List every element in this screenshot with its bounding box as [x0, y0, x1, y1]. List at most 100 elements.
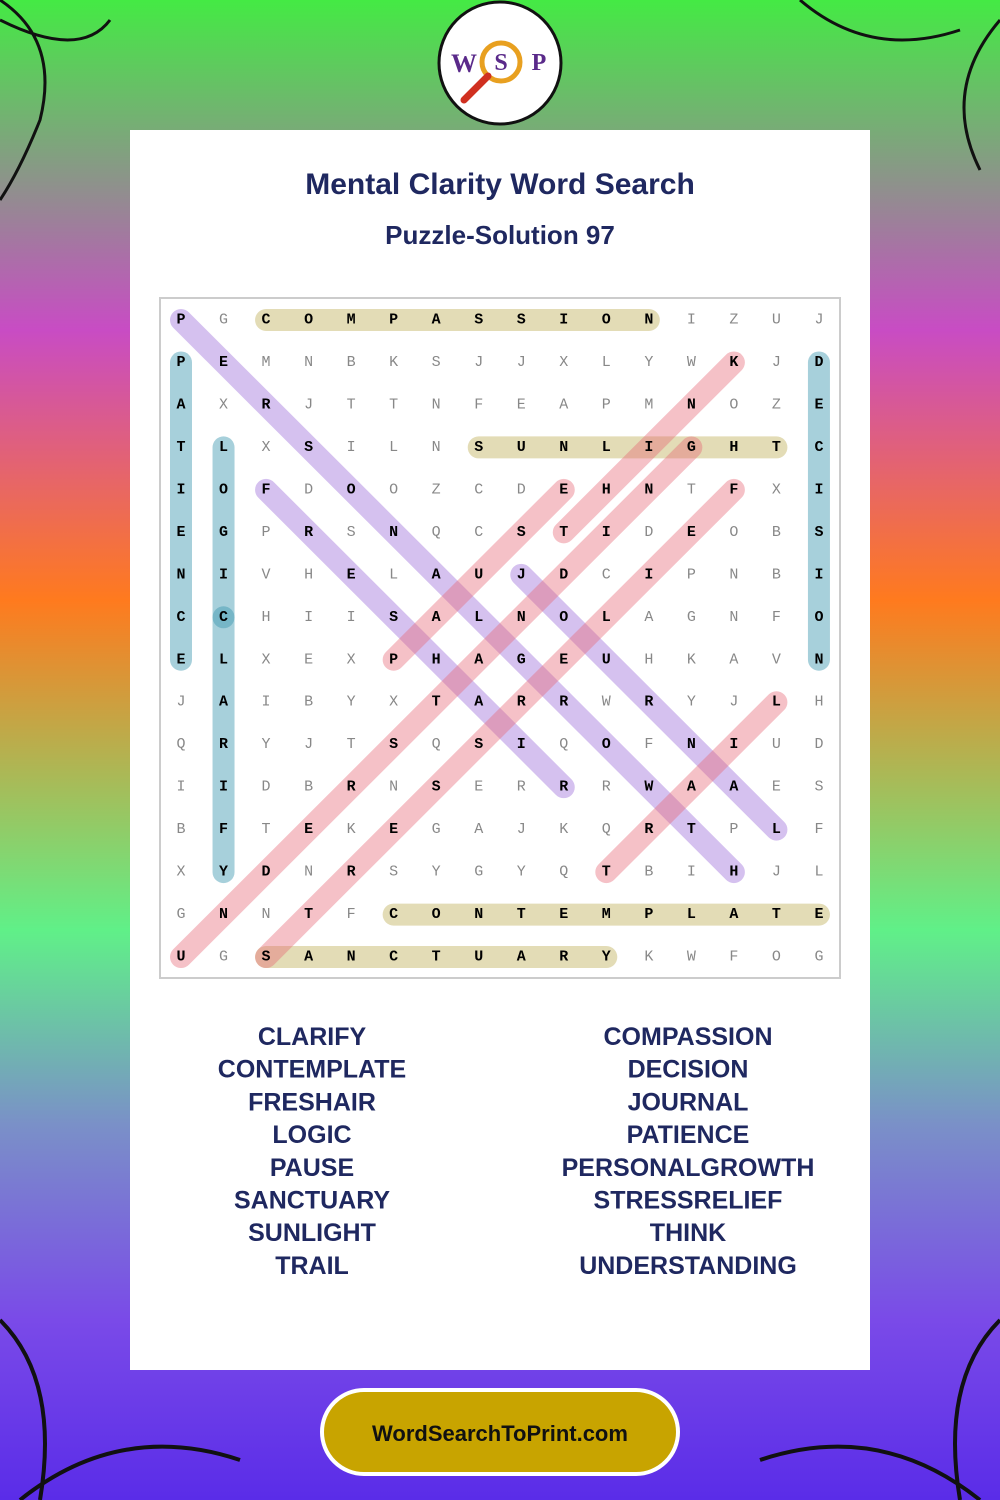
grid-letter: Y [687, 694, 696, 711]
grid-letter: E [347, 566, 356, 583]
grid-letter: W [644, 779, 653, 796]
grid-letter: Q [176, 736, 185, 753]
grid-letter: A [517, 949, 526, 966]
grid-letter: I [517, 736, 526, 753]
grid-letter: O [432, 906, 441, 923]
grid-letter: I [687, 312, 696, 329]
grid-letter: A [474, 694, 483, 711]
grid-letter: F [729, 949, 738, 966]
grid-letter: K [729, 354, 738, 371]
solution-highlight [170, 309, 745, 884]
grid-letter: Y [432, 864, 441, 881]
grid-letter: A [474, 821, 483, 838]
footer-button[interactable] [320, 1388, 680, 1476]
grid-letter: Z [772, 396, 781, 413]
subtitle: Puzzle-Solution 97 [385, 220, 615, 250]
word: CONTEMPLATE [218, 1056, 406, 1084]
grid-letter: O [389, 481, 398, 498]
footer-link[interactable]: WordSearchToPrint.com [372, 1421, 628, 1446]
grid-letter: D [814, 354, 823, 371]
grid-letter: R [517, 779, 526, 796]
grid-letter: F [814, 821, 823, 838]
grid-letter: I [644, 439, 653, 456]
grid-letter: B [772, 524, 781, 541]
grid-letter: I [176, 481, 185, 498]
grid-letter: F [772, 609, 781, 626]
grid-letter: O [729, 396, 738, 413]
grid-letter: D [814, 736, 823, 753]
solution-highlight [255, 478, 745, 969]
grid-letter: L [219, 439, 228, 456]
grid-letter: R [559, 779, 568, 796]
grid-letter: A [729, 906, 738, 923]
grid-letter: A [432, 312, 441, 329]
grid-letter: Y [262, 736, 271, 753]
grid-letter: R [219, 736, 228, 753]
grid-letter: I [559, 312, 568, 329]
grid-letter: T [772, 906, 781, 923]
grid-letter: A [176, 396, 185, 413]
word: PATIENCE [627, 1121, 750, 1149]
grid-letter: K [644, 949, 653, 966]
grid-letter: G [687, 439, 696, 456]
grid-letter: H [814, 694, 823, 711]
grid-letter: A [644, 609, 653, 626]
grid-letter: U [772, 312, 781, 329]
grid-letter: M [262, 354, 271, 371]
grid-letter: L [772, 821, 781, 838]
grid-letter: N [432, 439, 441, 456]
grid-letter: U [602, 651, 611, 668]
grid-letter: N [517, 609, 526, 626]
grid-letter: K [389, 354, 398, 371]
grid-letter: I [262, 694, 271, 711]
grid-letter: N [814, 651, 823, 668]
grid-letter: O [559, 609, 568, 626]
grid-letter: A [219, 694, 228, 711]
grid-letter: T [347, 736, 356, 753]
word: PAUSE [270, 1154, 354, 1182]
grid-letter: P [176, 354, 185, 371]
grid-letter: Q [432, 524, 441, 541]
grid-letter: H [304, 566, 313, 583]
grid-letter: X [559, 354, 568, 371]
grid-letter: I [644, 566, 653, 583]
grid-letter: G [517, 651, 526, 668]
grid-letter: R [304, 524, 313, 541]
grid-letter: X [176, 864, 185, 881]
grid-letter: L [687, 906, 696, 923]
grid-letter: X [219, 396, 228, 413]
grid-letter: E [389, 821, 398, 838]
panel [130, 130, 870, 1370]
grid-letter: I [687, 864, 696, 881]
grid-letter: R [644, 694, 653, 711]
grid-letter: J [304, 736, 313, 753]
grid-letter: S [814, 779, 823, 796]
grid-letter: T [602, 864, 611, 881]
word: JOURNAL [628, 1088, 749, 1116]
grid-letter: Y [219, 864, 228, 881]
grid-letter: R [559, 694, 568, 711]
grid-letter: T [772, 439, 781, 456]
grid-letter: A [729, 779, 738, 796]
grid-letter: S [432, 354, 441, 371]
grid-letter: T [517, 906, 526, 923]
grid-letter: P [602, 396, 611, 413]
grid-letter: O [602, 312, 611, 329]
grid-letter: B [304, 694, 313, 711]
grid-letter: N [347, 949, 356, 966]
grid-letter: R [644, 821, 653, 838]
word: TRAIL [275, 1252, 349, 1280]
grid-letter: R [517, 694, 526, 711]
grid-letter: U [772, 736, 781, 753]
grid-letter: A [304, 949, 313, 966]
grid-letter: E [474, 779, 483, 796]
grid-letter: Q [432, 736, 441, 753]
solution-highlight [255, 478, 575, 799]
grid-letter: C [814, 439, 823, 456]
grid-letter: O [304, 312, 313, 329]
grid-letter: Z [729, 312, 738, 329]
word: STRESSRELIEF [594, 1187, 783, 1215]
grid-letter: S [389, 609, 398, 626]
grid-letter: S [347, 524, 356, 541]
